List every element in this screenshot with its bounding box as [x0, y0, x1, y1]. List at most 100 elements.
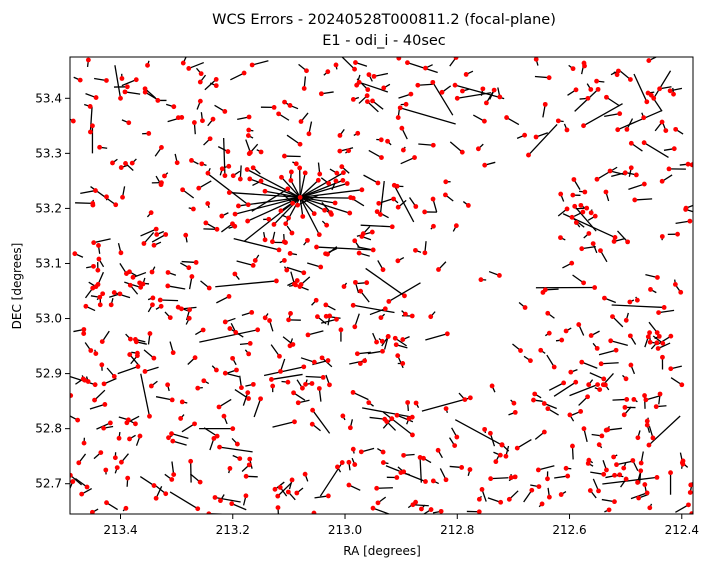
star-marker [582, 63, 587, 69]
star-marker [310, 407, 315, 413]
star-marker [659, 119, 665, 125]
star-marker [512, 474, 518, 480]
star-marker [216, 404, 222, 410]
star-marker [244, 167, 250, 172]
star-marker [300, 385, 305, 391]
star-marker [275, 505, 281, 511]
error-vector [366, 101, 379, 113]
star-marker [621, 412, 627, 418]
star-marker [81, 440, 87, 446]
star-marker [227, 326, 233, 331]
star-marker [230, 355, 236, 361]
error-vector [299, 197, 320, 235]
star-marker [603, 427, 609, 433]
error-vector [89, 403, 106, 410]
star-marker [150, 302, 155, 308]
star-marker [542, 101, 548, 107]
star-marker [142, 89, 148, 95]
star-marker [362, 358, 368, 364]
star-marker [101, 425, 107, 431]
star-marker [615, 127, 621, 133]
star-marker [127, 269, 132, 275]
star-marker [573, 379, 579, 385]
star-marker [623, 317, 629, 323]
error-vector [236, 260, 254, 267]
error-vector [538, 465, 555, 471]
star-marker [452, 443, 458, 448]
star-marker [290, 200, 296, 206]
star-marker [623, 376, 629, 382]
error-vector [299, 196, 350, 214]
star-marker [127, 352, 133, 357]
star-marker [288, 311, 293, 316]
star-marker [294, 490, 300, 496]
star-marker [186, 265, 192, 271]
star-marker [302, 170, 308, 176]
error-vector [89, 106, 93, 133]
star-marker [125, 475, 131, 481]
star-marker [380, 449, 386, 455]
error-vector [581, 361, 598, 369]
star-marker [287, 343, 293, 349]
star-marker [580, 209, 586, 215]
star-marker [325, 69, 331, 75]
error-vector [421, 397, 471, 412]
star-marker [126, 120, 132, 126]
star-marker [163, 491, 169, 497]
error-vector [407, 62, 438, 74]
star-marker [350, 390, 356, 395]
error-vector [246, 168, 301, 198]
star-marker [249, 62, 255, 68]
star-marker [413, 499, 419, 505]
star-marker [311, 211, 317, 217]
star-marker [211, 436, 217, 441]
star-marker [578, 409, 584, 414]
star-marker [428, 314, 434, 320]
star-marker [285, 489, 291, 495]
star-marker [104, 78, 109, 83]
star-marker [413, 400, 419, 406]
error-vector [454, 84, 505, 100]
star-marker [70, 472, 73, 478]
star-marker [611, 454, 617, 460]
star-marker [246, 462, 252, 468]
star-marker [93, 351, 99, 356]
star-marker [120, 194, 125, 200]
star-marker [422, 250, 428, 256]
star-marker [624, 397, 630, 402]
star-marker [625, 239, 631, 245]
star-marker [245, 218, 251, 224]
star-marker [210, 116, 216, 122]
star-marker [346, 482, 352, 488]
error-vector [617, 230, 629, 243]
star-marker [644, 422, 650, 428]
error-vector [628, 183, 645, 191]
error-vector [181, 423, 195, 433]
star-marker [118, 165, 124, 170]
star-marker [430, 478, 436, 484]
star-marker [232, 223, 238, 229]
star-marker [592, 285, 598, 290]
star-marker [133, 339, 139, 345]
star-marker [305, 332, 311, 338]
star-marker [460, 88, 465, 94]
star-marker [316, 232, 322, 238]
star-marker [270, 239, 275, 245]
star-marker [247, 150, 253, 155]
star-marker [391, 182, 397, 188]
star-marker [250, 381, 256, 387]
star-marker [596, 488, 601, 494]
star-marker [648, 287, 653, 292]
star-marker [688, 482, 693, 488]
star-marker [127, 282, 133, 288]
star-marker [628, 362, 634, 368]
star-marker [151, 483, 157, 488]
star-marker [489, 383, 495, 389]
star-marker [334, 170, 340, 176]
star-marker [207, 136, 213, 142]
star-marker [413, 204, 419, 209]
star-marker [97, 302, 103, 308]
star-marker [538, 347, 544, 353]
star-marker [354, 351, 360, 357]
star-marker [183, 232, 189, 238]
